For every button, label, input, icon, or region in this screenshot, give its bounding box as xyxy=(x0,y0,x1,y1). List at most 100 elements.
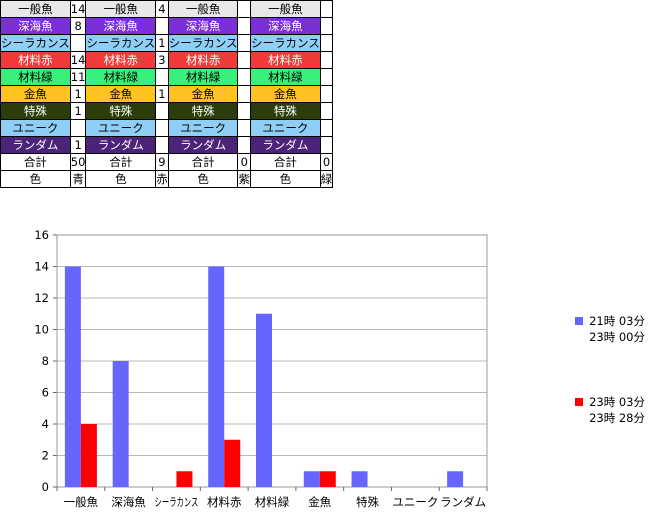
count-cell[interactable] xyxy=(237,51,251,69)
category-label-cell[interactable]: シーラカンス xyxy=(0,34,71,52)
bar-1-2 xyxy=(112,361,129,487)
category-label-cell[interactable]: 深海魚 xyxy=(85,17,157,35)
category-label-cell[interactable]: 材料赤 xyxy=(0,51,71,69)
y-tick-label: 8 xyxy=(42,354,49,368)
count-cell[interactable] xyxy=(237,102,251,120)
category-label-cell[interactable]: 材料赤 xyxy=(85,51,157,69)
bar-1-9 xyxy=(447,471,464,487)
category-label-cell[interactable]: 特殊 xyxy=(249,102,321,120)
count-cell[interactable] xyxy=(319,136,334,154)
category-label-cell[interactable]: 材料緑 xyxy=(167,68,239,86)
count-cell[interactable] xyxy=(237,34,251,52)
color-value-cell[interactable]: 緑 xyxy=(319,170,334,188)
total-label-cell[interactable]: 合計 xyxy=(167,153,239,171)
count-cell[interactable] xyxy=(69,34,87,52)
count-cell[interactable] xyxy=(155,136,169,154)
category-label-cell[interactable]: ランダム xyxy=(249,136,321,154)
legend-label: 23時 03分 23時 28分 xyxy=(589,395,645,425)
count-cell[interactable] xyxy=(319,51,334,69)
category-label-cell[interactable]: 材料緑 xyxy=(85,68,157,86)
count-cell[interactable]: 1 xyxy=(69,136,87,154)
category-label-cell[interactable]: 材料緑 xyxy=(249,68,321,86)
total-value-cell[interactable]: 9 xyxy=(155,153,169,171)
category-label-cell[interactable]: 材料赤 xyxy=(167,51,239,69)
count-cell[interactable]: 1 xyxy=(69,85,87,103)
category-label-cell[interactable]: 材料緑 xyxy=(0,68,71,86)
count-cell[interactable] xyxy=(319,102,334,120)
category-label-cell[interactable]: シーラカンス xyxy=(167,34,239,52)
count-cell[interactable] xyxy=(319,17,334,35)
count-cell[interactable] xyxy=(237,119,251,137)
category-label-cell[interactable]: ユニーク xyxy=(167,119,239,137)
count-cell[interactable]: 14 xyxy=(69,0,87,18)
count-cell[interactable]: 1 xyxy=(69,102,87,120)
category-label-cell[interactable]: 一般魚 xyxy=(0,0,71,18)
y-tick-label: 2 xyxy=(42,449,49,463)
category-label-cell[interactable]: 深海魚 xyxy=(167,17,239,35)
x-tick-label: 特殊 xyxy=(356,495,379,509)
category-label-cell[interactable]: 深海魚 xyxy=(0,17,71,35)
total-value-cell[interactable]: 0 xyxy=(237,153,251,171)
category-label-cell[interactable]: ユニーク xyxy=(249,119,321,137)
count-cell[interactable]: 14 xyxy=(69,51,87,69)
legend-swatch xyxy=(575,317,583,325)
category-label-cell[interactable]: ランダム xyxy=(167,136,239,154)
category-label-cell[interactable]: 特殊 xyxy=(85,102,157,120)
category-label-cell[interactable]: 一般魚 xyxy=(167,0,239,18)
category-label-cell[interactable]: 特殊 xyxy=(167,102,239,120)
bar-1-4 xyxy=(208,266,225,487)
count-cell[interactable] xyxy=(237,68,251,86)
table-row: 深海魚 8 深海魚 深海魚 深海魚 xyxy=(0,17,334,35)
color-value-cell[interactable]: 紫 xyxy=(237,170,251,188)
category-label-cell[interactable]: ランダム xyxy=(0,136,71,154)
category-label-cell[interactable]: 金魚 xyxy=(85,85,157,103)
count-cell[interactable] xyxy=(237,85,251,103)
count-cell[interactable]: 3 xyxy=(155,51,169,69)
category-label-cell[interactable]: シーラカンス xyxy=(249,34,321,52)
count-cell[interactable] xyxy=(237,17,251,35)
count-cell[interactable] xyxy=(155,102,169,120)
count-cell[interactable]: 1 xyxy=(155,85,169,103)
total-label-cell[interactable]: 合計 xyxy=(249,153,321,171)
table-row: シーラカンス シーラカンス 1 シーラカンス シーラカンス xyxy=(0,34,334,52)
count-cell[interactable] xyxy=(155,17,169,35)
count-cell[interactable] xyxy=(237,136,251,154)
count-cell[interactable] xyxy=(319,34,334,52)
category-label-cell[interactable]: ランダム xyxy=(85,136,157,154)
count-cell[interactable] xyxy=(155,68,169,86)
category-label-cell[interactable]: シーラカンス xyxy=(85,34,157,52)
category-label-cell[interactable]: 金魚 xyxy=(0,85,71,103)
category-label-cell[interactable]: 特殊 xyxy=(0,102,71,120)
total-value-cell[interactable]: 50 xyxy=(69,153,87,171)
color-value-cell[interactable]: 青 xyxy=(69,170,87,188)
count-cell[interactable]: 11 xyxy=(69,68,87,86)
count-cell[interactable] xyxy=(319,119,334,137)
count-cell[interactable]: 1 xyxy=(155,34,169,52)
color-label-cell[interactable]: 色 xyxy=(85,170,157,188)
count-cell[interactable]: 4 xyxy=(155,0,169,18)
total-value-cell[interactable]: 0 xyxy=(319,153,334,171)
category-label-cell[interactable]: ユニーク xyxy=(85,119,157,137)
category-label-cell[interactable]: 一般魚 xyxy=(85,0,157,18)
count-cell[interactable] xyxy=(319,85,334,103)
total-label-cell[interactable]: 合計 xyxy=(0,153,71,171)
bar-2-6 xyxy=(319,471,336,487)
count-cell[interactable] xyxy=(69,119,87,137)
category-label-cell[interactable]: 材料赤 xyxy=(249,51,321,69)
category-label-cell[interactable]: 深海魚 xyxy=(249,17,321,35)
count-cell[interactable] xyxy=(237,0,251,18)
color-label-cell[interactable]: 色 xyxy=(167,170,239,188)
category-label-cell[interactable]: 金魚 xyxy=(167,85,239,103)
color-value-cell[interactable]: 赤 xyxy=(155,170,169,188)
count-cell[interactable] xyxy=(155,119,169,137)
count-cell[interactable]: 8 xyxy=(69,17,87,35)
count-cell[interactable] xyxy=(319,0,334,18)
category-label-cell[interactable]: 金魚 xyxy=(249,85,321,103)
count-cell[interactable] xyxy=(319,68,334,86)
category-label-cell[interactable]: 一般魚 xyxy=(249,0,321,18)
total-label-cell[interactable]: 合計 xyxy=(85,153,157,171)
category-label-cell[interactable]: ユニーク xyxy=(0,119,71,137)
color-label-cell[interactable]: 色 xyxy=(0,170,71,188)
total-row: 合計 50 合計 9 合計 0 合計 0 xyxy=(0,153,334,171)
color-label-cell[interactable]: 色 xyxy=(249,170,321,188)
